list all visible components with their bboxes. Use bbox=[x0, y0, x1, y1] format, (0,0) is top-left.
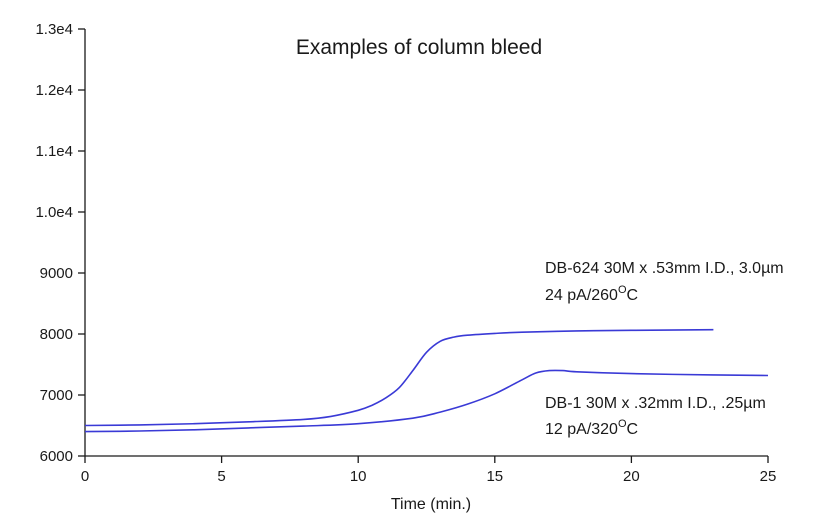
annotation-db1-rate: 12 pA/320 bbox=[545, 421, 618, 438]
x-tick-label: 10 bbox=[350, 468, 367, 485]
annotation-db1-degree: O bbox=[618, 418, 627, 430]
annotation-db624-line2: 24 pA/260OC bbox=[545, 284, 638, 304]
y-tick-label: 6000 bbox=[40, 448, 73, 465]
annotation-db1: DB-1 30M x .32mm I.D., .25µm 12 pA/320OC bbox=[545, 395, 766, 438]
x-tick-label: 0 bbox=[81, 468, 89, 485]
series-line-db624 bbox=[84, 328, 714, 427]
x-axis-title: Time (min.) bbox=[391, 496, 471, 513]
x-tick-label: 25 bbox=[760, 468, 777, 485]
annotation-db1-unit: C bbox=[627, 421, 639, 438]
y-tick-label: 1.2e4 bbox=[35, 82, 73, 99]
annotation-db1-line2: 12 pA/320OC bbox=[545, 418, 638, 438]
axes bbox=[84, 29, 768, 457]
annotation-db624-rate: 24 pA/260 bbox=[545, 287, 618, 304]
chart-title: Examples of column bleed bbox=[296, 36, 542, 59]
y-ticks: 6000 7000 8000 9000 1.0e4 1.1e4 1.2e4 1.3e4 bbox=[35, 21, 85, 465]
annotation-db624-degree: O bbox=[618, 284, 627, 296]
y-tick-label: 9000 bbox=[40, 265, 73, 282]
series-line-db1 bbox=[84, 369, 769, 433]
annotation-db1-line1: DB-1 30M x .32mm I.D., .25µm bbox=[545, 395, 766, 412]
x-tick-label: 5 bbox=[217, 468, 225, 485]
series-layer bbox=[84, 328, 769, 433]
y-tick-label: 8000 bbox=[40, 326, 73, 343]
x-ticks: 0 5 10 15 20 25 bbox=[81, 456, 777, 485]
y-tick-label: 1.1e4 bbox=[35, 143, 73, 160]
annotation-db624-line1: DB-624 30M x .53mm I.D., 3.0µm bbox=[545, 260, 784, 277]
y-tick-label: 1.0e4 bbox=[35, 204, 73, 221]
y-tick-label: 7000 bbox=[40, 387, 73, 404]
y-tick-label: 1.3e4 bbox=[35, 21, 73, 38]
x-tick-label: 15 bbox=[486, 468, 503, 485]
x-tick-label: 20 bbox=[623, 468, 640, 485]
annotation-db624-unit: C bbox=[627, 287, 639, 304]
annotation-db624: DB-624 30M x .53mm I.D., 3.0µm 24 pA/260… bbox=[545, 260, 784, 304]
